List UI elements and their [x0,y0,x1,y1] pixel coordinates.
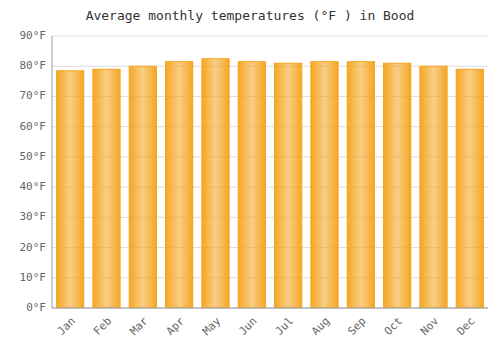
bar [202,59,229,308]
x-tick-label: Jan [55,315,78,338]
bar [456,69,483,308]
chart: Average monthly temperatures (°F ) in Bo… [0,0,500,350]
bar [166,62,193,308]
x-tick-label: Feb [91,315,114,338]
y-tick-label: 60°F [20,120,47,133]
y-tick-label: 30°F [20,210,47,223]
bar [347,62,374,308]
grid-line [52,36,488,37]
y-tick-label: 50°F [20,150,47,163]
grid [52,36,488,308]
y-tick-label: 0°F [26,301,46,314]
chart-container: Average monthly temperatures (°F ) in Bo… [0,0,500,350]
bar [420,66,447,308]
y-tick-label: 90°F [20,29,47,42]
y-tick-label: 70°F [20,89,47,102]
x-tick-label: Sep [345,315,368,338]
x-tick-label: Oct [382,315,405,338]
y-tick-label: 10°F [20,271,47,284]
x-tick-label: Aug [309,315,332,338]
title: Average monthly temperatures (°F ) in Bo… [86,8,415,23]
y-tick-label: 40°F [20,180,47,193]
bar [93,69,120,308]
bars [57,59,484,308]
bar [311,62,338,308]
y-axis [52,36,53,308]
x-tick-label: Apr [164,314,188,338]
grid-line [52,308,488,309]
bar [275,63,302,308]
x-tick-label: May [200,314,224,338]
bar [384,63,411,308]
x-tick-label: Mar [127,314,151,338]
x-tick-label: Jun [236,315,259,338]
bar [57,71,84,308]
x-tick-label: Nov [418,314,442,338]
x-tick-label: Dec [454,315,477,338]
bar [129,66,156,308]
bar [238,62,265,308]
x-axis [52,308,488,309]
x-tick-label: Jul [273,315,296,338]
y-tick-label: 20°F [20,241,47,254]
y-tick-label: 80°F [20,59,47,72]
